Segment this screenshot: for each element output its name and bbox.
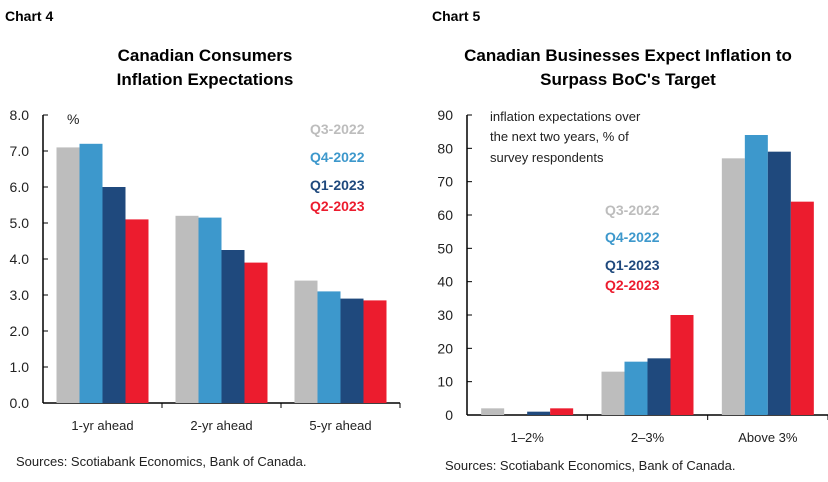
- bar-q1-2023-1: [102, 187, 126, 403]
- bar-q2-2023-1: [125, 219, 149, 403]
- chart-note: survey respondents: [490, 150, 604, 165]
- legend-q1-2023: Q1-2023: [310, 177, 365, 193]
- x-category-label: 5-yr ahead: [309, 418, 371, 433]
- legend-q4-2022: Q4-2022: [310, 149, 365, 165]
- bar-q1-2023-2: [221, 250, 245, 403]
- y-tick-label: 6.0: [10, 179, 30, 195]
- bar-q4-2022-3: [317, 291, 341, 403]
- bar-q2-2023-2: [244, 262, 268, 403]
- x-category-label: 2-yr ahead: [190, 418, 252, 433]
- bar-q1-2023-2: [647, 358, 671, 415]
- source-note: Sources: Scotiabank Economics, Bank of C…: [16, 454, 307, 469]
- bar-q4-2022-3: [744, 135, 768, 415]
- legend-q4-2022: Q4-2022: [605, 229, 660, 245]
- y-tick-label: 2.0: [10, 323, 30, 339]
- x-category-label: 1–2%: [511, 430, 545, 445]
- bar-q3-2022-1: [481, 408, 505, 415]
- y-tick-label: 5.0: [10, 215, 30, 231]
- bar-q3-2022-2: [601, 371, 625, 415]
- bar-q3-2022-1: [56, 147, 80, 403]
- bar-q2-2023-3: [790, 201, 814, 415]
- y-tick-label: 80: [437, 140, 453, 156]
- legend-q3-2022: Q3-2022: [310, 121, 365, 137]
- legend-q1-2023: Q1-2023: [605, 257, 660, 273]
- legend-q2-2023: Q2-2023: [310, 198, 365, 214]
- bar-q3-2022-2: [175, 215, 199, 403]
- unit-label: %: [67, 111, 79, 127]
- y-tick-label: 30: [437, 307, 453, 323]
- y-tick-label: 8.0: [10, 107, 30, 123]
- y-tick-label: 0.0: [10, 395, 30, 411]
- y-tick-label: 50: [437, 240, 453, 256]
- bar-q1-2023-3: [767, 151, 791, 415]
- chart-title: Surpass BoC's Target: [540, 70, 716, 89]
- chart-label: Chart 4: [5, 8, 53, 24]
- bar-q2-2023-2: [670, 315, 694, 415]
- bar-q2-2023-3: [363, 300, 387, 403]
- bar-q2-2023-1: [550, 408, 574, 415]
- legend-q3-2022: Q3-2022: [605, 202, 660, 218]
- y-tick-label: 10: [437, 374, 453, 390]
- bar-q1-2023-1: [527, 411, 551, 415]
- bar-q1-2023-3: [340, 298, 364, 403]
- chart-title: Inflation Expectations: [117, 70, 294, 89]
- x-category-label: Above 3%: [738, 430, 798, 445]
- bar-q4-2022-1: [79, 143, 103, 404]
- bar-q4-2022-2: [624, 361, 648, 415]
- bar-q3-2022-3: [294, 280, 318, 403]
- y-tick-label: 90: [437, 107, 453, 123]
- x-category-label: 2–3%: [631, 430, 665, 445]
- y-tick-label: 60: [437, 207, 453, 223]
- y-tick-label: 7.0: [10, 143, 30, 159]
- legend-q2-2023: Q2-2023: [605, 277, 660, 293]
- chart-note: the next two years, % of: [490, 129, 629, 144]
- y-tick-label: 0: [445, 407, 453, 423]
- bar-q4-2022-2: [198, 217, 222, 403]
- chart-note: inflation expectations over: [490, 109, 641, 124]
- source-note: Sources: Scotiabank Economics, Bank of C…: [445, 458, 736, 473]
- bar-q3-2022-3: [721, 158, 745, 416]
- y-tick-label: 3.0: [10, 287, 30, 303]
- chart-title: Canadian Businesses Expect Inflation to: [464, 46, 792, 65]
- y-tick-label: 40: [437, 274, 453, 290]
- y-tick-label: 1.0: [10, 359, 30, 375]
- chart-title: Canadian Consumers: [118, 46, 293, 65]
- y-tick-label: 4.0: [10, 251, 30, 267]
- y-tick-label: 70: [437, 174, 453, 190]
- chart-label: Chart 5: [432, 8, 480, 24]
- x-category-label: 1-yr ahead: [71, 418, 133, 433]
- y-tick-label: 20: [437, 340, 453, 356]
